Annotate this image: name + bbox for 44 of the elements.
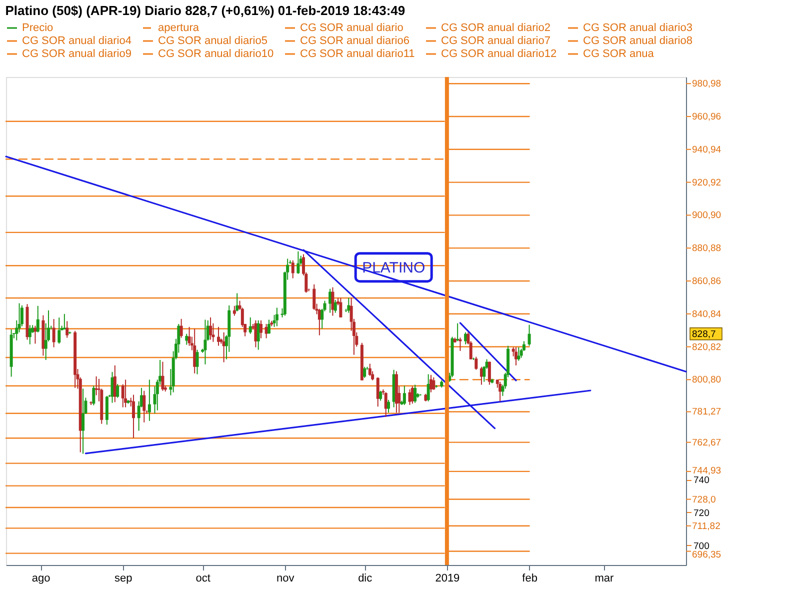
y-tick-label: 800,80 (692, 374, 722, 386)
x-tick-label: sep (114, 572, 132, 584)
legend-label: CG SOR anual diario (300, 22, 404, 34)
legend-label: CG SOR anual diario4 (22, 35, 132, 47)
legend-label: CG SOR anual diario6 (300, 35, 410, 47)
legend-label: CG SOR anua (583, 48, 655, 60)
x-tick-label: feb (522, 572, 538, 584)
y-tick-label: 960,96 (692, 112, 722, 122)
legend-label: CG SOR anual diario5 (158, 35, 268, 47)
y-tick-label: 744,93 (692, 466, 722, 477)
y-tick-label: 740 (694, 475, 710, 486)
x-tick-label: nov (276, 572, 295, 584)
x-tick-label: mar (594, 572, 614, 584)
legend-label: CG SOR anual diario12 (441, 48, 557, 60)
y-tick-label: 980,98 (692, 78, 722, 90)
text: 828,7 (692, 328, 716, 340)
legend-label: CG SOR anual diario10 (158, 48, 274, 60)
x-tick-label: ago (32, 572, 50, 584)
x-tick-label: oct (196, 572, 210, 584)
y-tick-label: 728,0 (692, 494, 716, 506)
legend-label: CG SOR anual diario9 (22, 48, 132, 60)
chart-title: Platino (50$) (APR-19) Diario 828,7 (+0,61%) 01-feb-2019 18:43:49 (5, 3, 406, 18)
y-tick-label: 696,35 (692, 549, 722, 560)
y-tick-label: 940,94 (692, 144, 722, 156)
y-tick-label: 900,90 (692, 210, 722, 222)
y-tick-label: 920,92 (692, 177, 722, 188)
y-tick-label: 781,27 (692, 406, 722, 418)
legend-label: CG SOR anual diario11 (300, 48, 415, 60)
x-tick-label: dic (358, 572, 373, 584)
y-tick-label: 720 (694, 508, 710, 519)
x-tick-label: 2019 (435, 572, 460, 584)
legend-label: CG SOR anual diario8 (583, 35, 692, 47)
y-tick-label: 762,67 (692, 437, 722, 448)
y-tick-label: 820,82 (692, 342, 722, 353)
y-tick-label: 700 (694, 540, 710, 552)
y-tick-label: 711,82 (692, 520, 720, 532)
y-tick-label: 840,84 (692, 308, 722, 320)
legend-label: CG SOR anual diario2 (441, 22, 550, 34)
legend-label: apertura (158, 22, 200, 34)
legend-label: CG SOR anual diario7 (441, 35, 550, 47)
y-tick-label: 860,86 (692, 276, 722, 287)
legend-label: CG SOR anual diario3 (583, 22, 692, 34)
legend-label: Precio (22, 22, 54, 34)
y-tick-label: 880,88 (692, 243, 722, 254)
